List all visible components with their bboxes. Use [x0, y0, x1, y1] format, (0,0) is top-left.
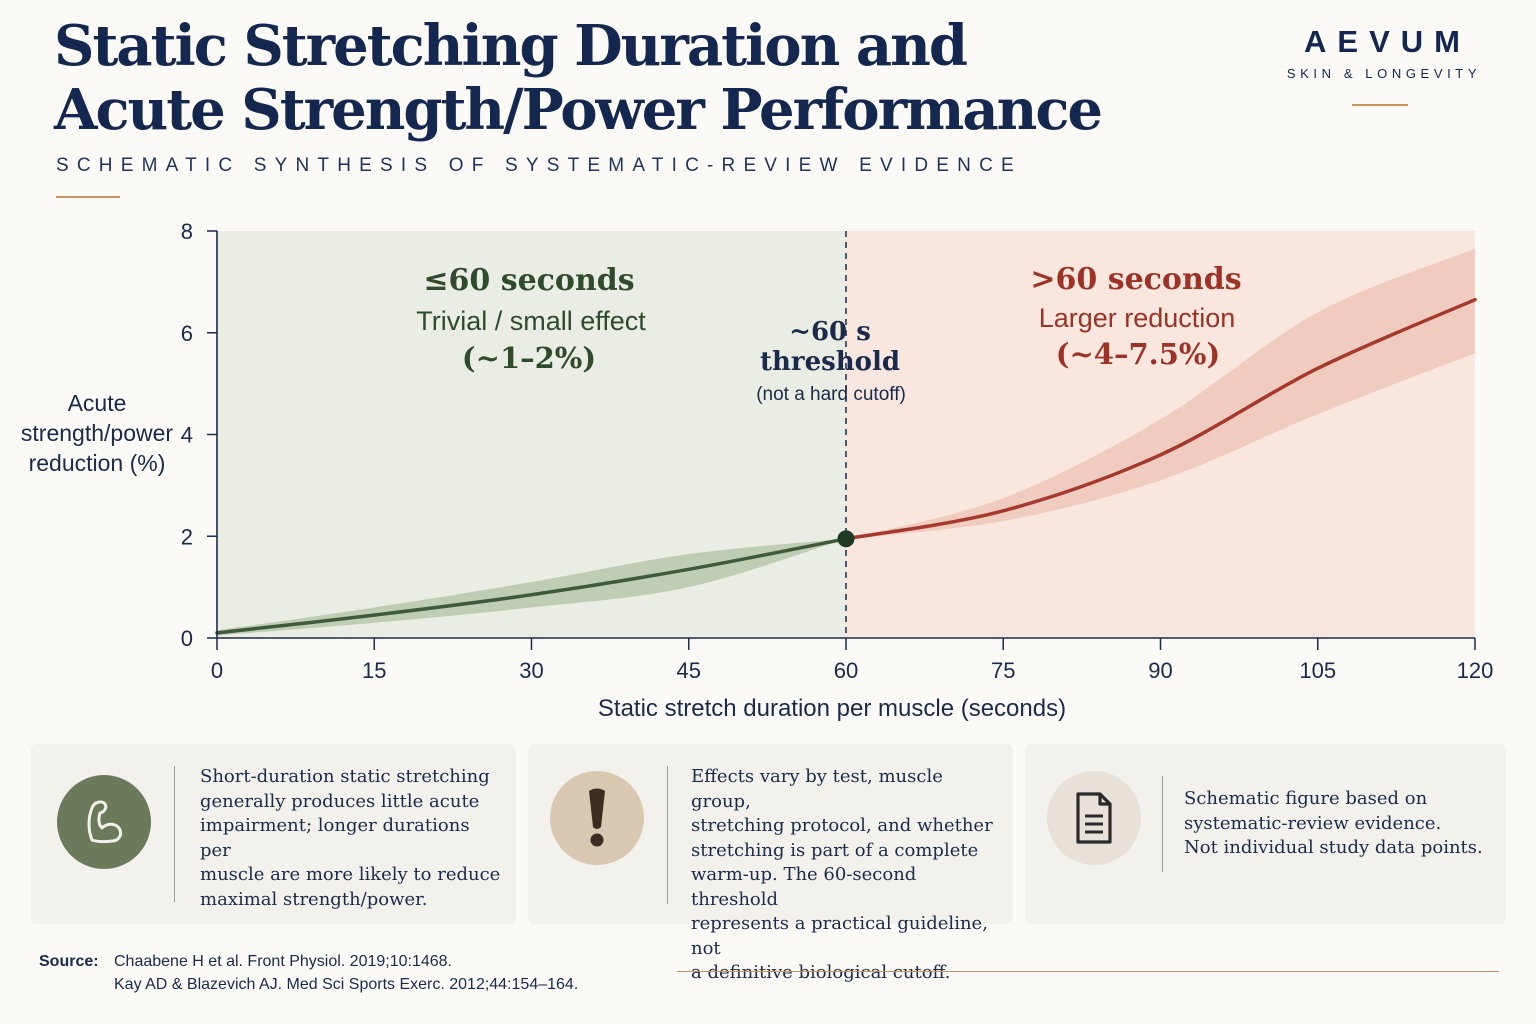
info-card-short-duration: Short-duration static stretching general…: [31, 744, 516, 924]
y-tick-label: 0: [181, 626, 193, 651]
card-text: Schematic figure based on systematic-rev…: [1184, 787, 1494, 861]
card-line: muscle are more likely to reduce: [200, 864, 501, 885]
duration-effect-chart: 0 2 4 6 8 0 15 30 45 60 75 90 105 120 Static stretch d…: [21, 219, 1494, 722]
threshold-label-note: (not a hard cutoff): [756, 384, 906, 405]
x-tick-label: 105: [1299, 658, 1336, 683]
series-line-long: [844, 297, 1477, 541]
y-tick-label: 4: [181, 423, 193, 448]
flexed-arm-icon: [57, 775, 151, 869]
source-label: Source:: [39, 953, 99, 970]
region-short-description: Trivial / small effect: [416, 306, 646, 336]
card-line: represents a practical guideline, not: [691, 913, 988, 959]
card-divider: [174, 766, 175, 902]
card-line: stretching is part of a complete: [691, 839, 979, 861]
card-line: warm-up. The 60-second threshold: [691, 864, 917, 910]
y-tick-label: 2: [181, 524, 193, 549]
threshold-point: [837, 530, 855, 548]
x-tick-label: 90: [1148, 658, 1172, 683]
info-cards: Short-duration static stretching general…: [31, 744, 1506, 983]
threshold-label-value: ~60 s: [789, 317, 871, 347]
card-line: systematic-review evidence.: [1184, 812, 1442, 834]
card-line: Effects vary by test, muscle group,: [691, 766, 943, 812]
x-tick-label: 120: [1457, 658, 1494, 683]
page-title: Static Stretching Duration and Acute Str…: [54, 14, 1114, 142]
x-tick-label: 75: [991, 658, 1015, 683]
region-long-description: Larger reduction: [1039, 303, 1236, 333]
title-line-1: Static Stretching Duration and: [54, 13, 968, 79]
card-text: Effects vary by test, muscle group, stre…: [691, 765, 1001, 986]
card-text: Short-duration static stretching general…: [200, 765, 505, 912]
card-line: a definitive biological cutoff.: [691, 962, 951, 983]
card-divider: [667, 766, 668, 904]
brand-accent-rule: [1352, 104, 1408, 106]
region-long-heading: >60 seconds: [1030, 262, 1241, 297]
y-axis-label: reduction (%): [29, 450, 166, 476]
card-line: impairment; longer durations per: [200, 815, 470, 861]
threshold-label-text: threshold: [760, 347, 900, 377]
info-card-variability: Effects vary by test, muscle group, stre…: [528, 744, 1013, 983]
card-line: Short-duration static stretching: [200, 766, 490, 787]
source-line: Chaabene H et al. Front Physiol. 2019;10…: [114, 953, 452, 970]
brand-logo: AEVUM SKIN & LONGEVITY: [1262, 24, 1502, 81]
card-line: maximal strength/power.: [200, 888, 428, 910]
info-card-schematic-note: Schematic figure based on systematic-rev…: [1025, 744, 1506, 924]
title-line-2: Acute Strength/Power Performance: [54, 77, 1103, 143]
x-tick-label: 0: [211, 658, 223, 683]
y-tick-label: 6: [181, 321, 193, 346]
card-line: Schematic figure based on: [1184, 788, 1428, 809]
document-icon: [1047, 771, 1141, 865]
page-subtitle: SCHEMATIC SYNTHESIS OF SYSTEMATIC-REVIEW…: [56, 155, 1022, 176]
region-long-range: (~4–7.5%): [1056, 337, 1220, 371]
x-tick-label: 45: [677, 658, 701, 683]
card-divider: [1162, 776, 1163, 872]
x-tick-label: 30: [519, 658, 543, 683]
x-axis-label: Static stretch duration per muscle (seco…: [598, 695, 1066, 722]
exclamation-icon: [550, 771, 644, 865]
x-tick-label: 15: [362, 658, 386, 683]
y-tick-label: 8: [181, 219, 193, 244]
x-tick-label: 60: [834, 658, 858, 683]
confidence-band-long: [846, 248, 1475, 539]
confidence-band-short: [217, 538, 846, 636]
region-short-heading: ≤60 seconds: [423, 263, 634, 298]
title-accent-rule: [56, 196, 120, 198]
footer-accent-rule: [677, 971, 1499, 972]
card-line: stretching protocol, and whether: [691, 815, 993, 836]
source-line: Kay AD & Blazevich AJ. Med Sci Sports Ex…: [114, 976, 579, 993]
y-axis-label: strength/power: [21, 420, 173, 446]
region-short-range: (~1–2%): [462, 341, 596, 375]
brand-name: AEVUM: [1304, 24, 1471, 59]
brand-tagline: SKIN & LONGEVITY: [1286, 66, 1482, 81]
series-line-short: [215, 537, 848, 635]
card-line: Not individual study data points.: [1184, 837, 1483, 858]
y-axis-label: Acute: [68, 390, 127, 416]
card-line: generally produces little acute: [200, 790, 480, 812]
